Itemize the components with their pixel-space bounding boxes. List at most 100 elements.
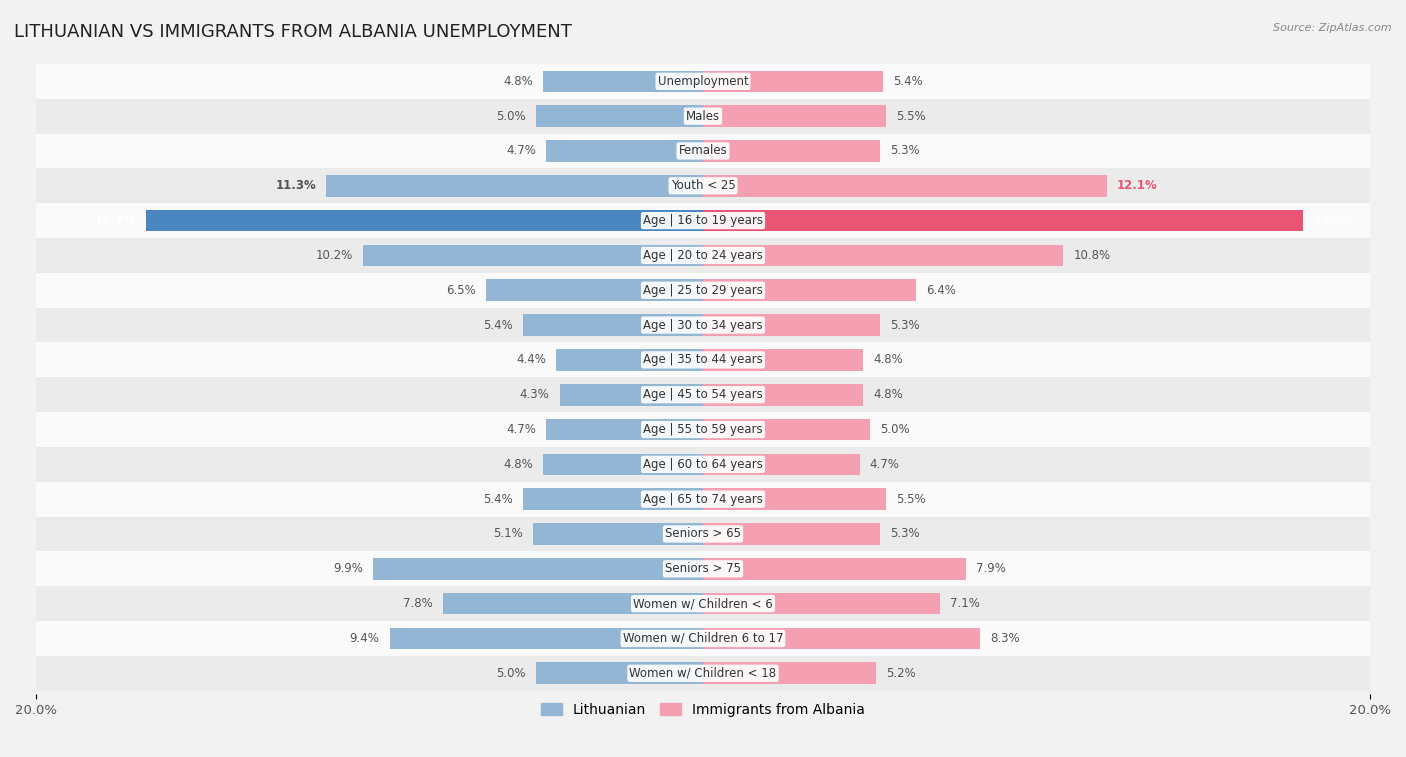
Bar xyxy=(703,314,880,336)
Text: 12.1%: 12.1% xyxy=(1116,179,1157,192)
Text: 5.1%: 5.1% xyxy=(494,528,523,540)
Text: Age | 25 to 29 years: Age | 25 to 29 years xyxy=(643,284,763,297)
Text: 4.3%: 4.3% xyxy=(520,388,550,401)
Bar xyxy=(547,140,703,162)
Bar xyxy=(37,516,1369,551)
Text: 7.1%: 7.1% xyxy=(950,597,980,610)
Bar xyxy=(486,279,703,301)
Bar xyxy=(37,656,1369,690)
Text: 6.5%: 6.5% xyxy=(447,284,477,297)
Text: 4.8%: 4.8% xyxy=(873,354,903,366)
Text: 4.8%: 4.8% xyxy=(873,388,903,401)
Bar xyxy=(703,175,1107,197)
Text: 5.0%: 5.0% xyxy=(496,110,526,123)
Bar xyxy=(703,523,880,545)
Text: 4.8%: 4.8% xyxy=(503,75,533,88)
Bar xyxy=(703,488,886,510)
Bar xyxy=(543,70,703,92)
Bar xyxy=(536,662,703,684)
Text: LITHUANIAN VS IMMIGRANTS FROM ALBANIA UNEMPLOYMENT: LITHUANIAN VS IMMIGRANTS FROM ALBANIA UN… xyxy=(14,23,572,41)
Text: 4.7%: 4.7% xyxy=(870,458,900,471)
Text: Age | 45 to 54 years: Age | 45 to 54 years xyxy=(643,388,763,401)
Bar xyxy=(373,558,703,580)
Bar xyxy=(523,488,703,510)
Text: Women w/ Children < 6: Women w/ Children < 6 xyxy=(633,597,773,610)
Bar xyxy=(37,621,1369,656)
Bar xyxy=(536,105,703,127)
Bar xyxy=(37,168,1369,203)
Text: 5.3%: 5.3% xyxy=(890,528,920,540)
Bar xyxy=(703,210,1303,232)
Bar xyxy=(37,98,1369,133)
Text: 10.8%: 10.8% xyxy=(1073,249,1111,262)
Text: 5.0%: 5.0% xyxy=(496,667,526,680)
Text: 4.7%: 4.7% xyxy=(506,145,536,157)
Bar xyxy=(703,419,870,441)
Bar xyxy=(37,551,1369,586)
Bar xyxy=(703,558,966,580)
Bar xyxy=(37,64,1369,98)
Text: Seniors > 65: Seniors > 65 xyxy=(665,528,741,540)
Bar xyxy=(703,628,980,650)
Text: Youth < 25: Youth < 25 xyxy=(671,179,735,192)
Text: 4.7%: 4.7% xyxy=(506,423,536,436)
Text: 5.4%: 5.4% xyxy=(893,75,922,88)
Text: Source: ZipAtlas.com: Source: ZipAtlas.com xyxy=(1274,23,1392,33)
Bar xyxy=(703,70,883,92)
Text: Women w/ Children 6 to 17: Women w/ Children 6 to 17 xyxy=(623,632,783,645)
Bar xyxy=(703,453,859,475)
Bar xyxy=(363,245,703,266)
Text: Women w/ Children < 18: Women w/ Children < 18 xyxy=(630,667,776,680)
Text: 5.4%: 5.4% xyxy=(484,493,513,506)
Bar xyxy=(703,662,876,684)
Text: 5.0%: 5.0% xyxy=(880,423,910,436)
Text: 5.3%: 5.3% xyxy=(890,145,920,157)
Legend: Lithuanian, Immigrants from Albania: Lithuanian, Immigrants from Albania xyxy=(536,697,870,722)
Text: 8.3%: 8.3% xyxy=(990,632,1019,645)
Text: Unemployment: Unemployment xyxy=(658,75,748,88)
Text: 9.4%: 9.4% xyxy=(350,632,380,645)
Text: Seniors > 75: Seniors > 75 xyxy=(665,562,741,575)
Text: 5.5%: 5.5% xyxy=(897,493,927,506)
Bar xyxy=(543,453,703,475)
Text: Age | 30 to 34 years: Age | 30 to 34 years xyxy=(643,319,763,332)
Text: Males: Males xyxy=(686,110,720,123)
Bar xyxy=(703,105,886,127)
Bar xyxy=(703,279,917,301)
Bar xyxy=(703,384,863,406)
Bar xyxy=(703,245,1063,266)
Bar xyxy=(37,273,1369,307)
Bar xyxy=(37,203,1369,238)
Text: 4.8%: 4.8% xyxy=(503,458,533,471)
Bar xyxy=(523,314,703,336)
Text: 7.8%: 7.8% xyxy=(404,597,433,610)
Bar xyxy=(37,238,1369,273)
Bar xyxy=(37,307,1369,342)
Text: 4.4%: 4.4% xyxy=(516,354,547,366)
Text: Females: Females xyxy=(679,145,727,157)
Text: Age | 16 to 19 years: Age | 16 to 19 years xyxy=(643,214,763,227)
Bar xyxy=(37,412,1369,447)
Bar xyxy=(547,419,703,441)
Bar xyxy=(37,377,1369,412)
Text: 5.3%: 5.3% xyxy=(890,319,920,332)
Text: 5.2%: 5.2% xyxy=(886,667,917,680)
Bar xyxy=(443,593,703,615)
Bar xyxy=(326,175,703,197)
Text: 9.9%: 9.9% xyxy=(333,562,363,575)
Text: Age | 60 to 64 years: Age | 60 to 64 years xyxy=(643,458,763,471)
Text: Age | 65 to 74 years: Age | 65 to 74 years xyxy=(643,493,763,506)
Bar xyxy=(389,628,703,650)
Text: 10.2%: 10.2% xyxy=(315,249,353,262)
Text: 5.5%: 5.5% xyxy=(897,110,927,123)
Text: Age | 20 to 24 years: Age | 20 to 24 years xyxy=(643,249,763,262)
Bar xyxy=(533,523,703,545)
Text: 16.7%: 16.7% xyxy=(96,214,136,227)
Text: 18.0%: 18.0% xyxy=(1313,214,1354,227)
Bar xyxy=(703,593,939,615)
Bar xyxy=(37,447,1369,481)
Text: 5.4%: 5.4% xyxy=(484,319,513,332)
Bar xyxy=(37,481,1369,516)
Bar xyxy=(37,586,1369,621)
Text: 7.9%: 7.9% xyxy=(977,562,1007,575)
